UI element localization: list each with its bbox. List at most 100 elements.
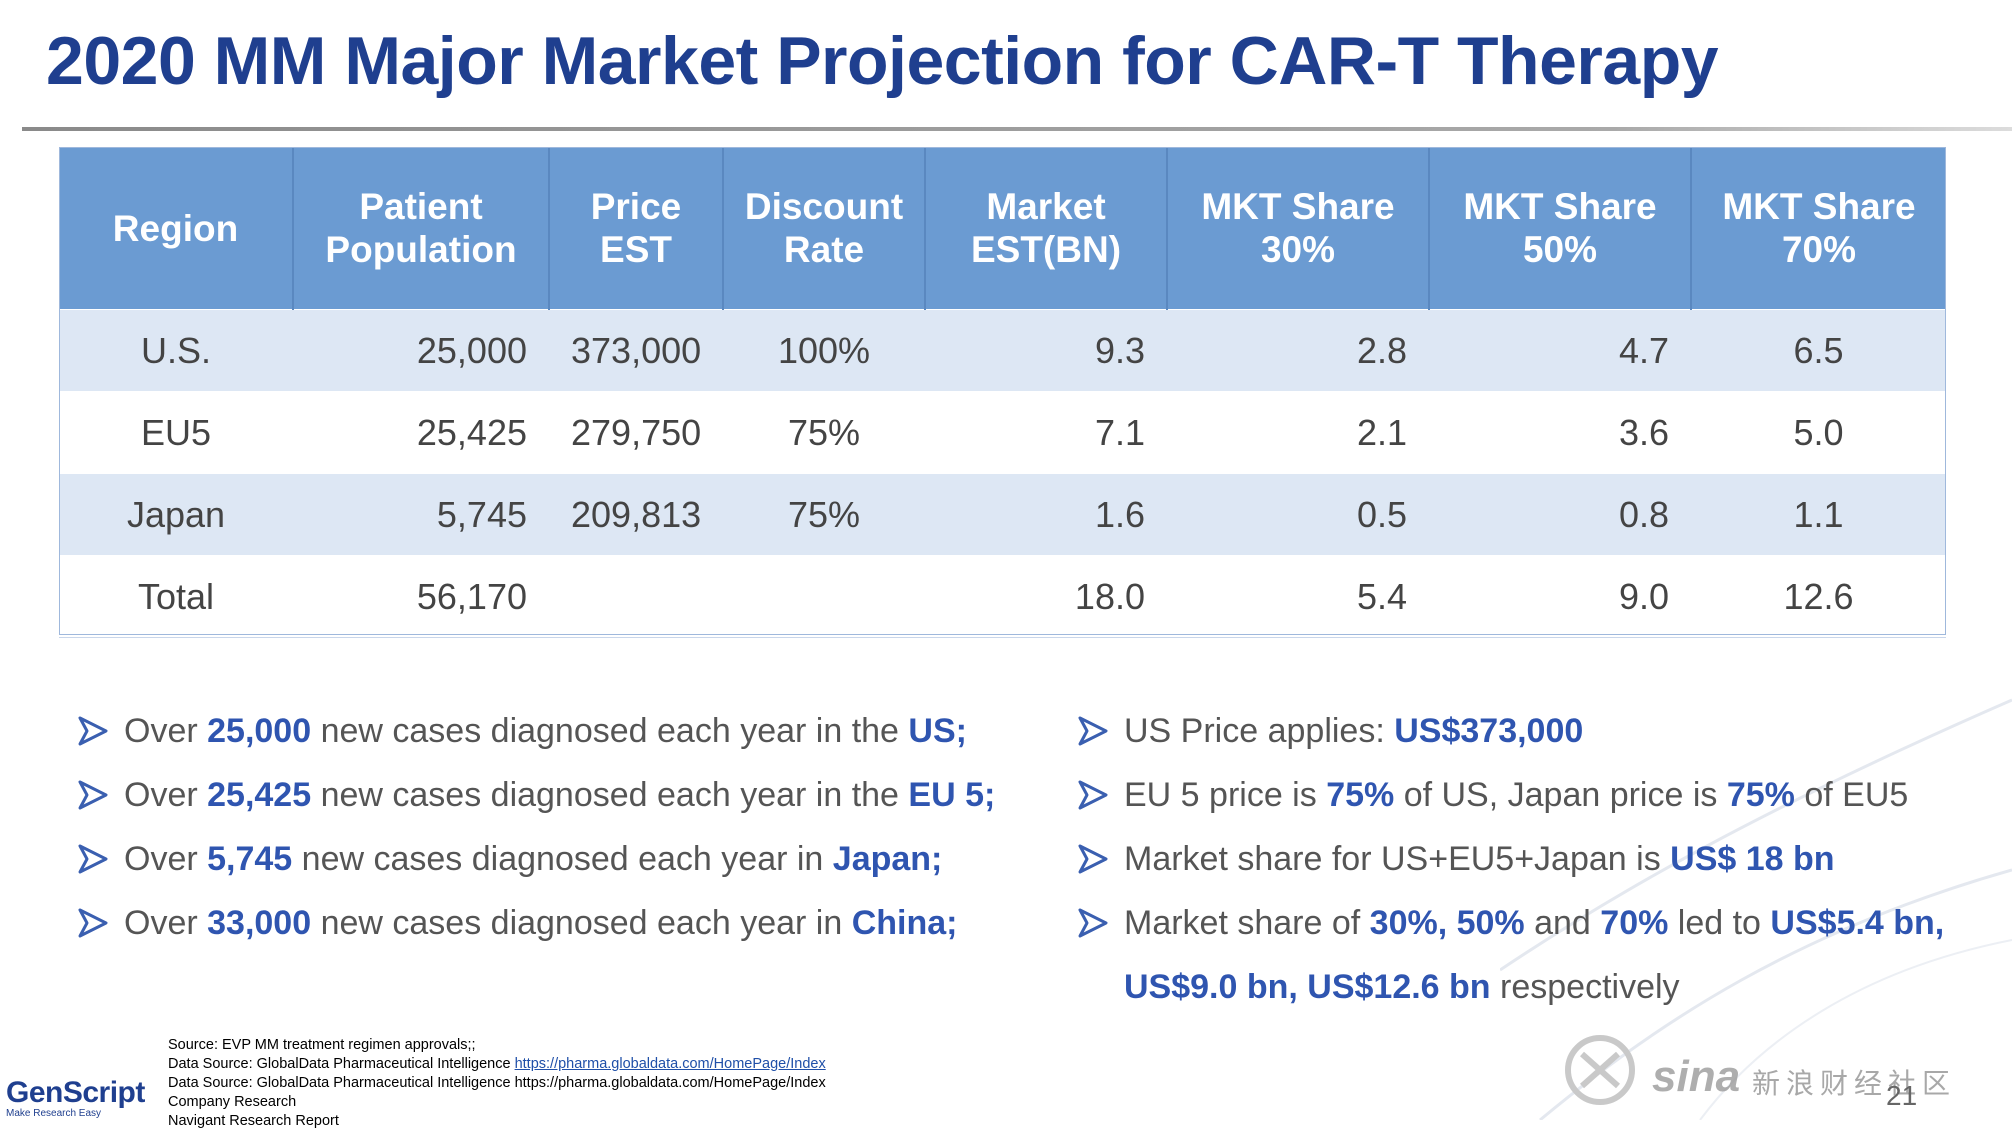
table-cell: 75% (723, 473, 925, 556)
table-cell: 5,745 (293, 473, 549, 556)
highlighted-text: Japan; (832, 840, 943, 878)
table-cell: 18.0 (925, 555, 1167, 638)
slide-title: 2020 MM Major Market Projection for CAR-… (46, 23, 1719, 99)
column-header-line: Region (112, 207, 239, 249)
table-cell (549, 555, 723, 638)
column-header-line: 30% (1260, 229, 1336, 270)
table-cell: 12.6 (1691, 555, 1946, 638)
page-number: 21 (1886, 1080, 1918, 1111)
highlighted-text: EU 5; (908, 776, 996, 814)
table-row: Total 56,170 18.0 5.4 9.0 12.6 (59, 555, 1946, 638)
arrow-bullet-icon (1078, 716, 1108, 746)
table-cell: 373,000 (549, 309, 723, 392)
arrow-bullet-icon (1078, 844, 1108, 874)
table-cell: 2.1 (1167, 391, 1429, 474)
highlighted-text: US$373,000 (1394, 712, 1584, 750)
logo-name: GenScript (6, 1076, 145, 1109)
table-cell: 2.8 (1167, 309, 1429, 392)
table-cell: U.S. (59, 309, 293, 392)
bullet-text: Over 33,000 new cases diagnosed each yea… (124, 900, 957, 946)
table-cell: 56,170 (293, 555, 549, 638)
watermark-text: 新浪财经社区 (1752, 1068, 1957, 1099)
table-cell: 209,813 (549, 473, 723, 556)
table-cell: 6.5 (1691, 309, 1946, 392)
table-cell: 5.0 (1691, 391, 1946, 474)
column-header-line: Patient (359, 186, 483, 227)
table-cell: Japan (59, 473, 293, 556)
arrow-bullet-icon (78, 716, 108, 746)
table-cell: 25,000 (293, 309, 549, 392)
bullet-text-segment: of EU5 (1794, 776, 1909, 814)
bullet-text-segment: new cases diagnosed each year in the (311, 712, 909, 750)
column-header-line: MKT Share (1722, 186, 1916, 227)
table-cell: 9.3 (925, 309, 1167, 392)
table-cell: 100% (723, 309, 925, 392)
bullet-text-segment: led to (1668, 904, 1771, 942)
bullet-text-segment: US Price applies: (1124, 712, 1395, 750)
table-cell: 1.1 (1691, 473, 1946, 556)
bullet-text: Over 25,000 new cases diagnosed each yea… (124, 708, 967, 754)
footer-data-source-prefix: Data Source: GlobalData Pharmaceutical I… (168, 1056, 515, 1072)
footer-company-research: Company Research (168, 1094, 297, 1110)
table-cell: 1.6 (925, 473, 1167, 556)
bullet-text: US$9.0 bn, US$12.6 bn respectively (1124, 964, 1680, 1010)
column-header-line: EST(BN) (970, 229, 1122, 270)
column-header: MKT Share 70% (1691, 147, 1946, 310)
highlighted-text: US$9.0 bn, US$12.6 bn (1124, 968, 1491, 1006)
column-header-line: Population (325, 229, 517, 270)
column-header: Market EST(BN) (925, 147, 1168, 310)
highlighted-text: 70% (1600, 904, 1669, 942)
table-header-row: Region Patient Population Price EST Discount R… (59, 147, 1946, 310)
table-cell: 25,425 (293, 391, 549, 474)
table-row: EU5 25,425 279,750 75% 7.1 2.1 3.6 5.0 (59, 391, 1946, 474)
bullet-text-segment: Market share of (1124, 904, 1370, 942)
watermark-sina: sina (1652, 1052, 1741, 1101)
bullet-text-segment: Over (124, 712, 208, 750)
table-cell (723, 555, 925, 638)
highlighted-text: 75% (1326, 776, 1395, 814)
table-cell: 3.6 (1429, 391, 1691, 474)
footer-navigant: Navigant Research Report (168, 1113, 339, 1129)
column-header-line: Rate (783, 229, 865, 270)
highlighted-text: US$5.4 bn, (1770, 904, 1945, 942)
table-cell: 0.8 (1429, 473, 1691, 556)
bullet-text-segment: respectively (1490, 968, 1680, 1006)
bullet-text-segment: Over (124, 776, 208, 814)
footer-source-line: Source: EVP MM treatment regimen approva… (168, 1037, 476, 1053)
bullet-text-segment: new cases diagnosed each year in the (311, 776, 909, 814)
genscript-logo: GenScript Make Research Easy (6, 1076, 145, 1119)
highlighted-text: US$ 18 bn (1670, 840, 1835, 878)
bullet-text: US Price applies: US$373,000 (1124, 708, 1583, 754)
bullet-text: Over 5,745 new cases diagnosed each year… (124, 836, 942, 882)
column-header-line: Price (590, 186, 682, 227)
table-cell: 5.4 (1167, 555, 1429, 638)
footer-data-source-line-2: Data Source: GlobalData Pharmaceutical I… (168, 1075, 826, 1091)
column-header: Discount Rate (723, 147, 926, 310)
watermark-emblem (1565, 1035, 1635, 1105)
table-cell: 0.5 (1167, 473, 1429, 556)
table-row: U.S. 25,000 373,000 100% 9.3 2.8 4.7 6.5 (59, 309, 1946, 392)
column-header-line: MKT Share (1201, 186, 1395, 227)
projection-table: Region Patient Population Price EST Discount R… (59, 147, 1946, 638)
bullet-text-segment: and (1524, 904, 1601, 942)
logo-tagline: Make Research Easy (6, 1108, 102, 1119)
table-cell: 279,750 (549, 391, 723, 474)
arrow-bullet-icon (78, 844, 108, 874)
globaldata-link[interactable]: https://pharma.globaldata.com/HomePage/I… (514, 1056, 826, 1072)
table-row: Japan 5,745 209,813 75% 1.6 0.5 0.8 1.1 (59, 473, 1946, 556)
bullet-text-segment: Over (124, 904, 208, 942)
bullet-text-segment: new cases diagnosed each year in (292, 840, 833, 878)
highlighted-text: 33,000 (207, 904, 312, 942)
footer-sources: Source: EVP MM treatment regimen approva… (168, 1036, 826, 1131)
table-cell: 75% (723, 391, 925, 474)
arrow-bullet-icon (78, 908, 108, 938)
column-header-line: 50% (1522, 229, 1598, 270)
bullet-text: Market share for US+EU5+Japan is US$ 18 … (1124, 836, 1835, 882)
column-header-line: Market (986, 186, 1106, 227)
highlighted-text: 75% (1726, 776, 1795, 814)
column-header: Price EST (549, 147, 724, 310)
arrow-bullet-icon (1078, 780, 1108, 810)
table-cell: Total (59, 555, 293, 638)
bullet-text-segment: new cases diagnosed each year in (311, 904, 852, 942)
table-cell: 9.0 (1429, 555, 1691, 638)
